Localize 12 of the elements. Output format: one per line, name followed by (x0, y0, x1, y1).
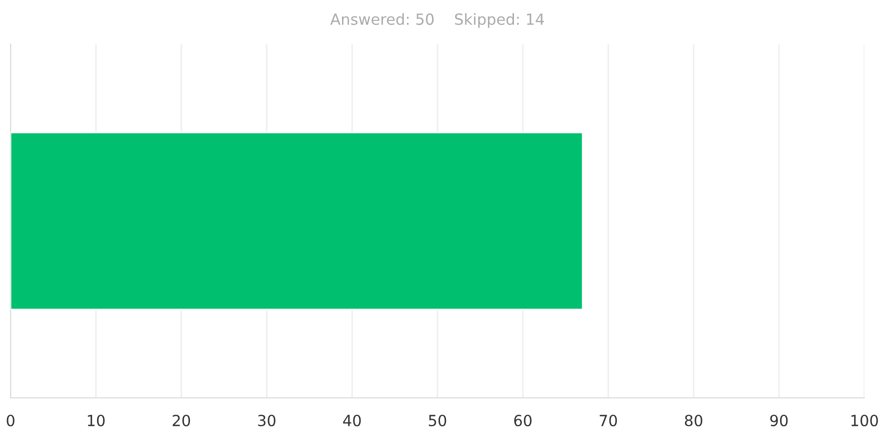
x-tick-label: 100 (851, 414, 878, 426)
x-tick-label: 80 (684, 414, 702, 426)
x-tick-label: 10 (88, 414, 105, 426)
x-tick-label: 20 (172, 414, 190, 426)
x-tick-label: 0 (6, 414, 14, 426)
x-tick-label: 40 (343, 414, 361, 426)
chart-title: Answered: 50 Skipped: 14 (330, 13, 544, 28)
x-tick-label: 50 (428, 414, 446, 426)
x-tick-label: 30 (258, 414, 276, 426)
x-tick-label: 70 (600, 414, 617, 426)
x-tick-label: 60 (514, 414, 532, 426)
x-tick-label: 90 (770, 414, 788, 426)
